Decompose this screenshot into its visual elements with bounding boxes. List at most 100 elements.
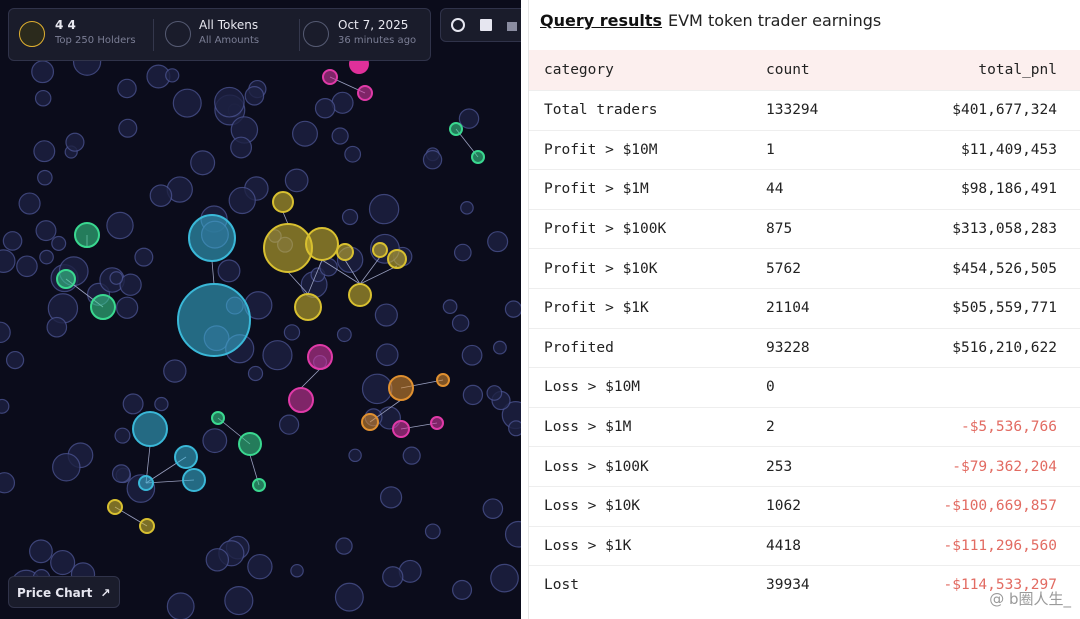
tokens-icon — [165, 21, 191, 47]
token-filter[interactable]: All Tokens All Amounts — [199, 18, 259, 46]
dim-bubble — [348, 448, 362, 463]
bubble-canvas — [0, 47, 521, 619]
holder-bubble — [471, 150, 485, 164]
holders: Top 250 Holders — [55, 35, 136, 46]
holder-bubble — [430, 416, 444, 430]
separator — [153, 19, 154, 51]
table-cell: 4418 — [765, 525, 855, 566]
dim-bubble — [111, 464, 131, 483]
dim-bubble — [375, 343, 399, 367]
dim-bubble — [452, 579, 473, 600]
dim-bubble — [119, 273, 142, 296]
link-icon[interactable] — [451, 18, 465, 32]
dim-bubble — [118, 118, 138, 138]
holder-bubble — [305, 227, 339, 261]
dim-bubble — [482, 498, 504, 519]
link — [307, 259, 323, 295]
dim-bubble — [490, 563, 519, 593]
table-cell: $516,210,622 — [854, 327, 1080, 368]
dim-bubble — [149, 184, 173, 207]
table-cell: $401,677,324 — [854, 90, 1080, 131]
dim-bubble — [205, 548, 230, 572]
dim-bubble — [284, 168, 309, 193]
lock-icon[interactable] — [507, 22, 517, 31]
holder-bubble — [56, 269, 76, 289]
dim-bubble — [374, 303, 398, 327]
link — [287, 271, 309, 295]
query-title: EVM token trader earnings — [668, 11, 882, 30]
table-cell: $11,409,453 — [854, 129, 1080, 170]
table-row: Lost 39934 -$114,533,297 — [529, 565, 1080, 605]
holder-bubble — [177, 283, 251, 357]
holder-bubble — [90, 294, 116, 320]
holder-bubble — [307, 344, 333, 370]
dim-bubble — [379, 486, 403, 509]
table-cell: Loss > $10M — [529, 367, 765, 408]
holder-bubble — [174, 445, 198, 469]
price-chart-button[interactable]: Price Chart ↗ — [8, 576, 120, 608]
dim-bubble — [163, 359, 187, 383]
table-cell: Loss > $1M — [529, 406, 765, 447]
link — [211, 260, 215, 285]
dim-bubble — [344, 145, 362, 163]
dim-bubble — [0, 472, 16, 494]
holder-bubble — [436, 373, 450, 387]
column-header: category — [529, 50, 765, 91]
holder-bubble — [361, 413, 379, 431]
table-cell: 93228 — [765, 327, 855, 368]
table-cell: -$79,362,204 — [854, 446, 1080, 487]
dim-bubble — [115, 296, 139, 319]
calendar-icon — [303, 21, 329, 47]
holder-bubble — [392, 420, 410, 438]
dim-bubble — [166, 592, 195, 619]
dim-bubble — [16, 255, 38, 278]
table-row: Profit > $100K 875 $313,058,283 — [529, 208, 1080, 249]
toolbar — [440, 8, 521, 42]
dim-bubble — [292, 120, 318, 147]
table-cell: -$114,533,297 — [854, 565, 1080, 605]
dim-bubble — [0, 249, 16, 273]
table-cell: $505,559,771 — [854, 287, 1080, 329]
dim-bubble — [290, 563, 304, 578]
holder-bubble — [238, 432, 262, 456]
dim-bubble — [402, 446, 421, 465]
table-row: Total traders 133294 $401,677,324 — [529, 90, 1080, 131]
tab[interactable]: Query results — [540, 11, 663, 30]
link — [344, 259, 361, 285]
save-icon[interactable] — [480, 19, 492, 31]
holder-bubble — [322, 69, 338, 85]
dim-bubble — [37, 169, 53, 186]
dim-bubble — [33, 140, 56, 163]
holder-bubble — [132, 411, 168, 447]
dim-bubble — [0, 321, 11, 344]
bubble-map: 4 4 Top 250 Holders All Tokens All Amoun… — [0, 0, 521, 619]
holder-bubble — [182, 468, 206, 492]
dim-bubble — [172, 88, 202, 118]
dim-bubble — [361, 373, 393, 405]
table-cell: Loss > $1K — [529, 525, 765, 566]
token-info[interactable]: 4 4 Top 250 Holders — [55, 18, 136, 46]
dim-bubble — [508, 420, 521, 437]
table-cell: 253 — [765, 446, 855, 487]
dim-bubble — [331, 91, 354, 114]
table-row: Loss > $1M 2 -$5,536,766 — [529, 406, 1080, 447]
dim-bubble — [29, 539, 53, 564]
dim-bubble — [335, 537, 353, 555]
results-table: category count total_pnl Total traders 13329… — [529, 50, 1080, 605]
table-row: Profit > $10K 5762 $454,526,505 — [529, 248, 1080, 289]
dim-bubble — [492, 340, 507, 355]
date-filter[interactable]: Oct 7, 2025 36 minutes ago — [338, 18, 416, 46]
table-cell: 1062 — [765, 485, 855, 527]
dim-bubble — [331, 127, 349, 145]
updated: 36 minutes ago — [338, 35, 417, 46]
holder-bubble — [252, 478, 266, 492]
dim-bubble — [190, 150, 216, 176]
table-row: Loss > $1K 4418 -$111,296,560 — [529, 525, 1080, 566]
dim-bubble — [368, 193, 400, 225]
dim-bubble — [31, 60, 55, 84]
dim-bubble — [35, 220, 57, 242]
dim-bubble — [336, 327, 352, 343]
holder-bubble — [74, 222, 100, 248]
dim-bubble — [458, 108, 480, 129]
